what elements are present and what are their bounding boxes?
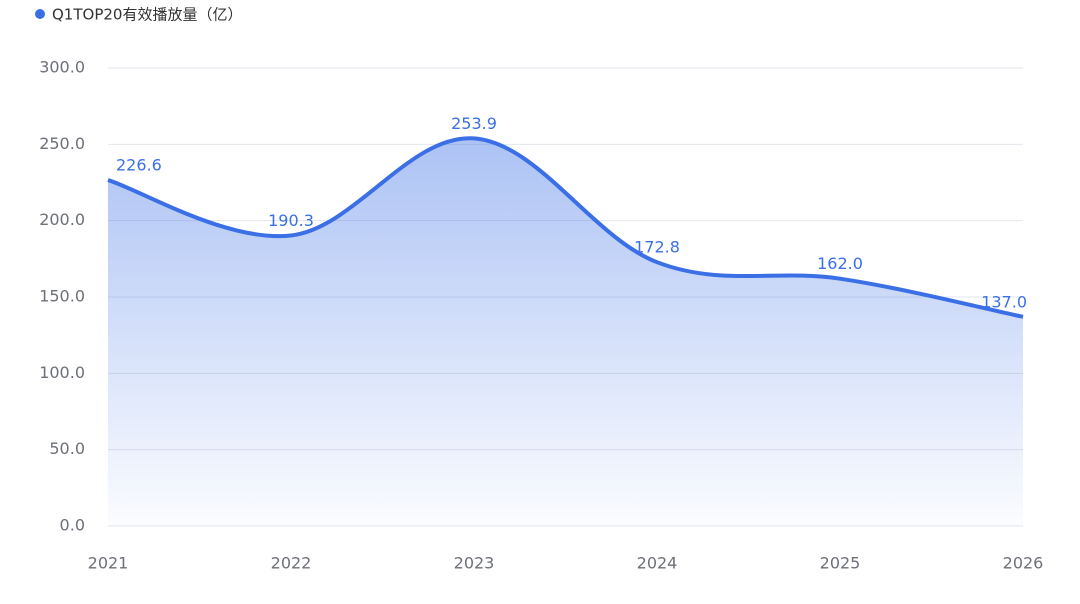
y-tick-label: 300.0 [39, 58, 85, 77]
legend-marker [35, 9, 45, 19]
data-label: 162.0 [817, 254, 863, 273]
data-label: 137.0 [981, 292, 1027, 311]
data-label: 253.9 [451, 114, 497, 133]
y-tick-label: 250.0 [39, 134, 85, 153]
y-tick-label: 200.0 [39, 210, 85, 229]
x-tick-label: 2026 [1003, 554, 1044, 573]
data-label: 172.8 [634, 238, 680, 257]
x-tick-label: 2022 [271, 554, 312, 573]
y-tick-label: 150.0 [39, 287, 85, 306]
line [107, 136, 1024, 319]
data-label: 190.3 [268, 211, 314, 230]
x-tick-label: 2025 [820, 554, 861, 573]
y-tick-label: 0.0 [60, 516, 85, 535]
data-label: 226.6 [116, 156, 162, 175]
x-tick-label: 2024 [637, 554, 678, 573]
x-tick-label: 2021 [88, 554, 129, 573]
x-tick-label: 2023 [454, 554, 495, 573]
y-tick-label: 100.0 [39, 363, 85, 382]
area [108, 138, 1023, 526]
y-tick-label: 50.0 [49, 439, 85, 458]
legend-label: Q1TOP20有效播放量（亿） [52, 6, 242, 24]
